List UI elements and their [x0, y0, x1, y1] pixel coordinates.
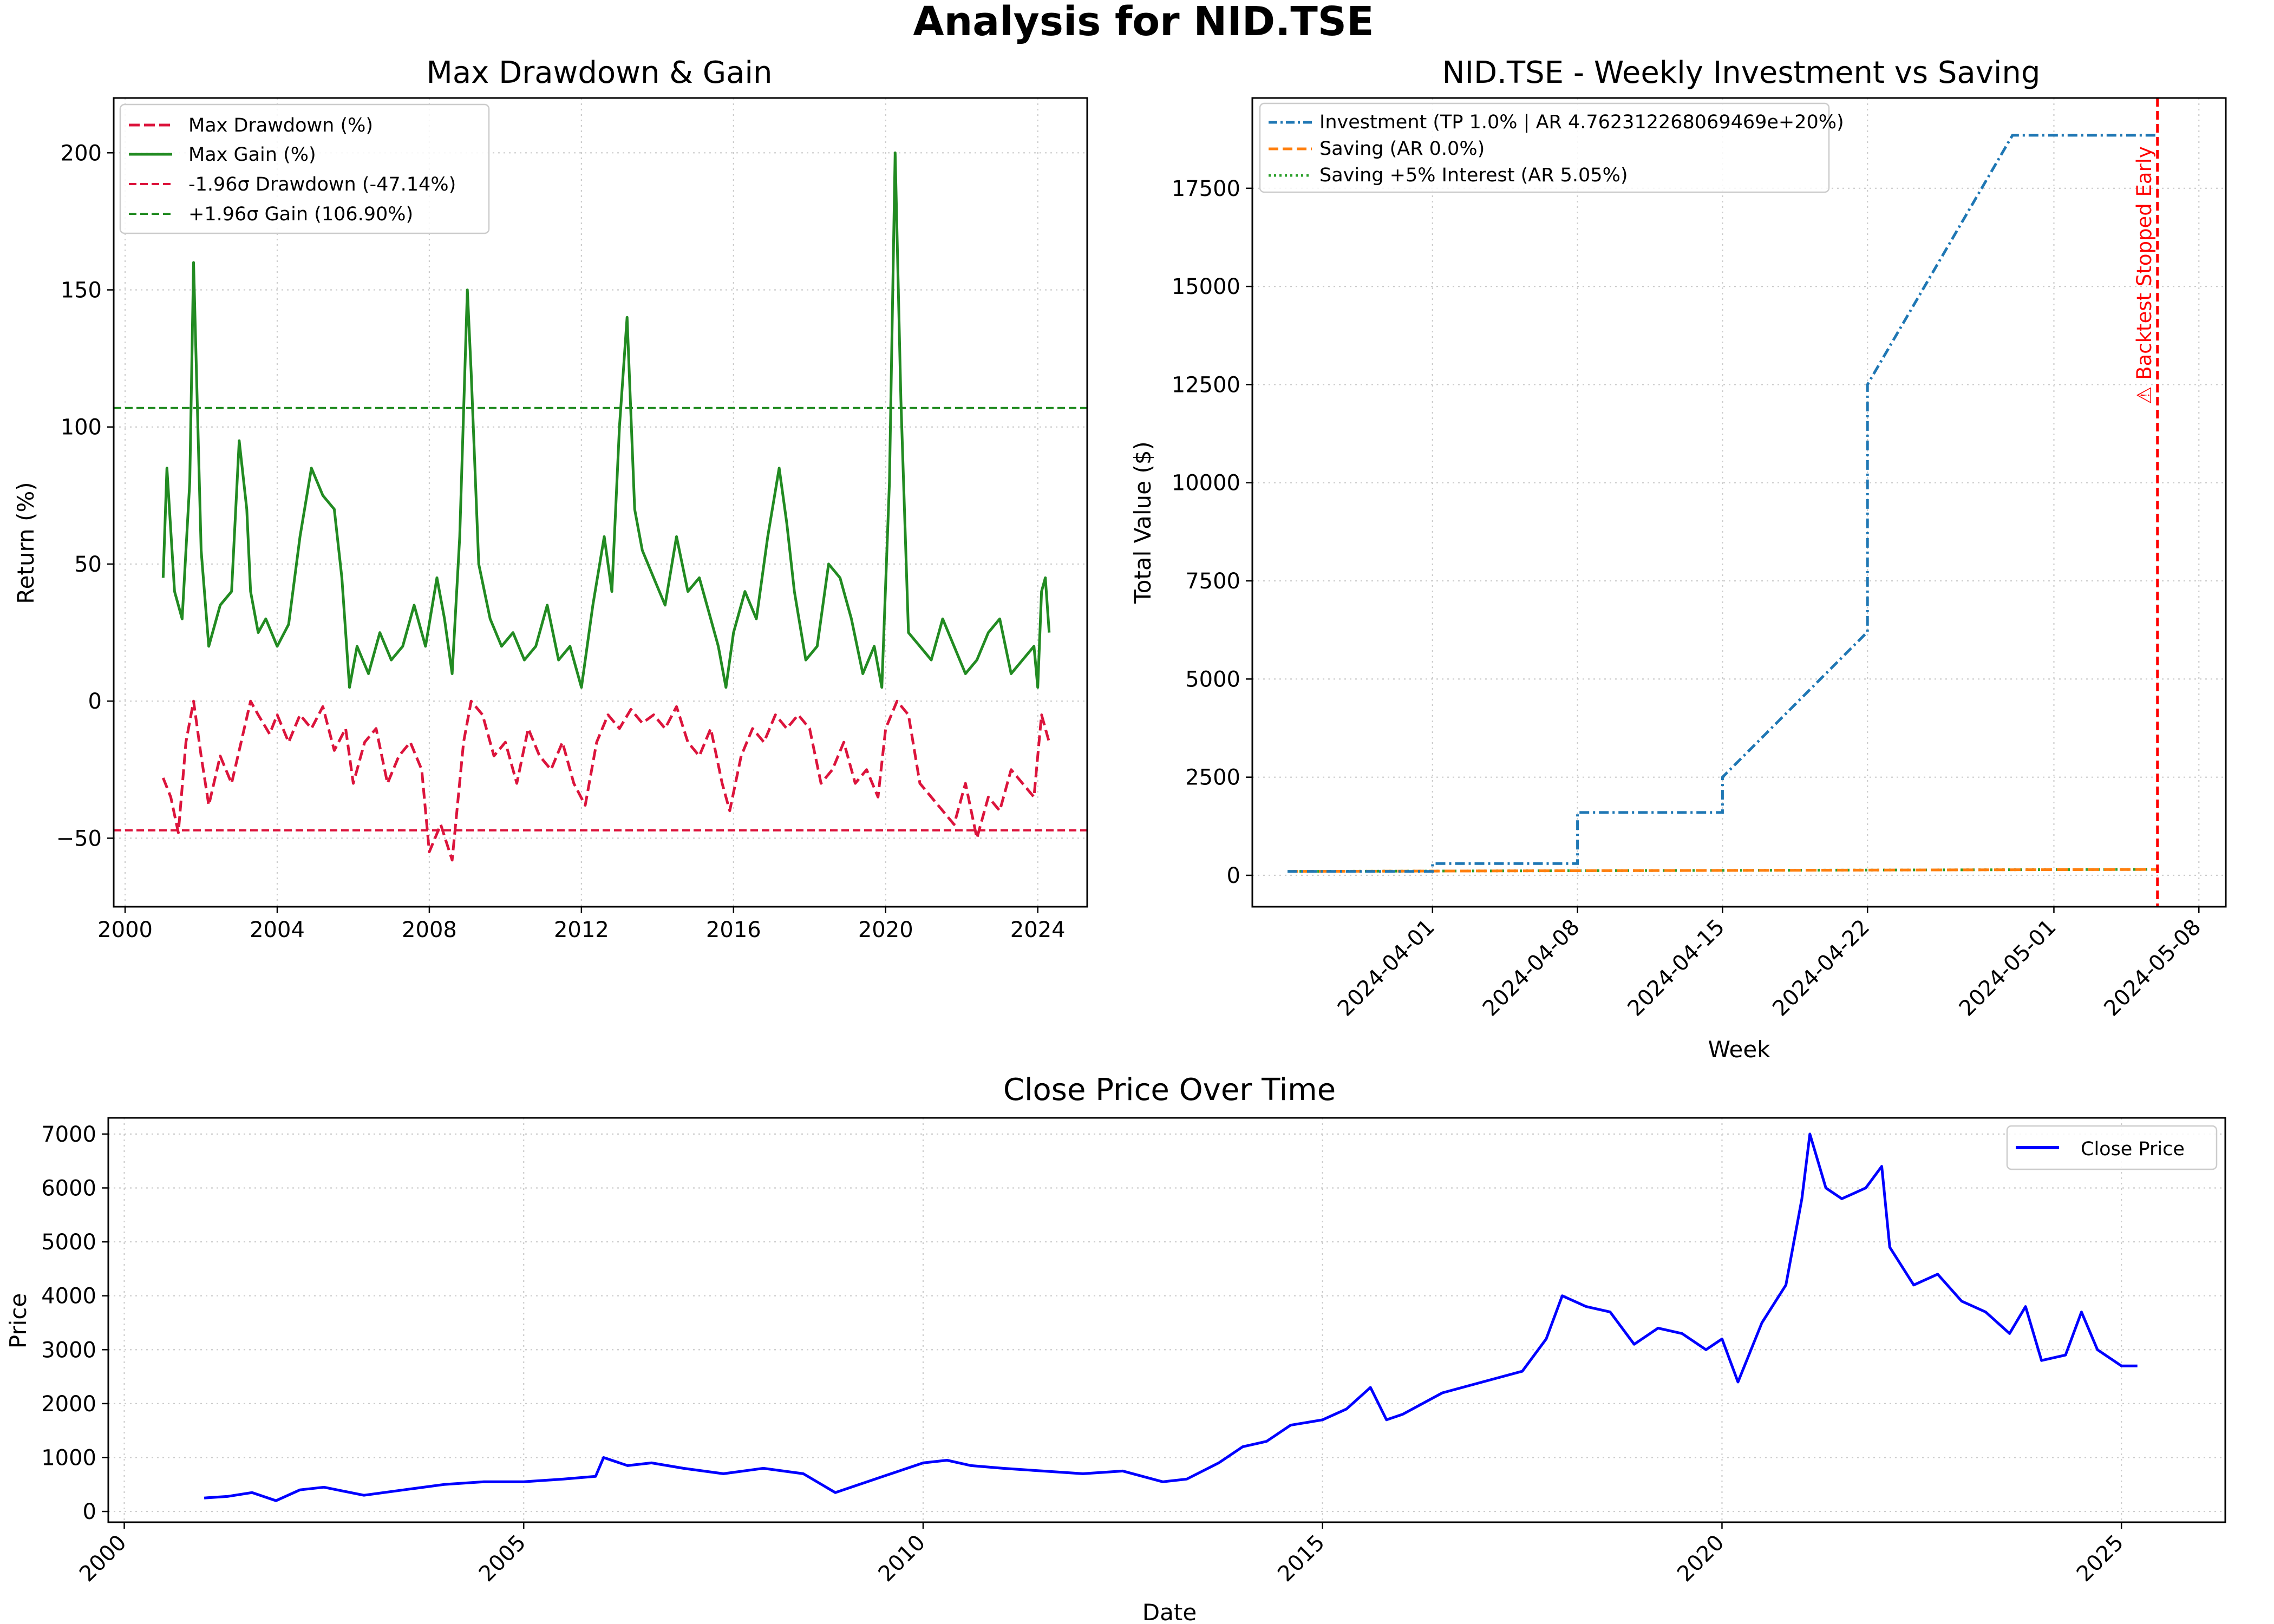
y-tick-label: −50 — [56, 826, 102, 851]
legend-investment: Investment (TP 1.0% | AR 4.7623122680694… — [1319, 112, 1844, 133]
x-tick-label: 2012 — [554, 918, 609, 942]
x-tick-label: 2004 — [250, 918, 305, 942]
weekly-investment-axes — [1251, 97, 2227, 908]
y-tick-label: 17500 — [1172, 176, 1240, 201]
x-tick-label: 2016 — [706, 918, 761, 942]
legend-max-gain: Max Gain (%) — [188, 144, 316, 166]
y-tick-label: 3000 — [41, 1338, 96, 1363]
x-tick-label: 2020 — [1672, 1530, 1729, 1587]
x-tick-label: 2000 — [75, 1530, 132, 1587]
y-tick-label: 200 — [61, 141, 102, 166]
panel-weekly-investment: NID.TSE - Weekly Investment vs Saving To… — [1129, 55, 2227, 1063]
backtest-stop-label: ⚠ Backtest Stopped Early — [2133, 146, 2156, 404]
series-line — [204, 1132, 2138, 1502]
weekly-investment-title: NID.TSE - Weekly Investment vs Saving — [1442, 55, 2041, 90]
y-tick-label: 12500 — [1172, 372, 1240, 397]
close-price-axes — [107, 1117, 2226, 1523]
x-tick-label: 2024-04-01 — [1333, 915, 1440, 1021]
x-tick-label: 2020 — [858, 918, 913, 942]
figure-suptitle: Analysis for NID.TSE — [913, 0, 1374, 45]
legend-saving-interest: Saving +5% Interest (AR 5.05%) — [1319, 165, 1628, 186]
x-tick-label: 2024-04-15 — [1623, 915, 1730, 1021]
y-tick-label: 2000 — [41, 1392, 96, 1417]
legend-drawdown-threshold: -1.96σ Drawdown (-47.14%) — [188, 174, 456, 195]
weekly-investment-legend: Investment (TP 1.0% | AR 4.7623122680694… — [1259, 102, 1844, 193]
y-tick-label: 0 — [83, 1499, 96, 1524]
y-tick-label: 7500 — [1185, 569, 1240, 594]
close-price-title: Close Price Over Time — [1003, 1072, 1336, 1108]
x-tick-label: 2000 — [97, 918, 153, 942]
x-tick-label: 2010 — [874, 1530, 931, 1587]
y-tick-label: 15000 — [1172, 274, 1240, 299]
series-line — [161, 151, 1051, 689]
x-tick-label: 2008 — [402, 918, 457, 942]
close-price-legend: Close Price — [2006, 1125, 2218, 1170]
x-tick-label: 2024-04-22 — [1768, 915, 1874, 1021]
drawdown-gain-ylabel: Return (%) — [12, 482, 39, 604]
y-tick-label: 1000 — [41, 1445, 96, 1470]
series-line — [161, 699, 1051, 862]
x-tick-label: 2024 — [1010, 918, 1066, 942]
y-tick-label: 100 — [61, 415, 102, 440]
y-tick-label: 6000 — [41, 1176, 96, 1201]
weekly-investment-xlabel: Week — [1708, 1036, 1770, 1063]
y-tick-label: 10000 — [1172, 471, 1240, 496]
y-tick-label: 2500 — [1185, 765, 1240, 790]
legend-gain-threshold: +1.96σ Gain (106.90%) — [188, 204, 413, 225]
y-tick-label: 7000 — [41, 1122, 96, 1147]
y-tick-label: 4000 — [41, 1284, 96, 1309]
close-price-xlabel: Date — [1142, 1599, 1197, 1624]
y-tick-label: 50 — [74, 552, 102, 577]
y-tick-label: 5000 — [1185, 667, 1240, 692]
y-tick-label: 0 — [88, 689, 102, 714]
legend-max-drawdown: Max Drawdown (%) — [188, 115, 373, 136]
drawdown-gain-axes — [113, 97, 1088, 908]
legend-close-price: Close Price — [2081, 1138, 2185, 1160]
drawdown-gain-legend: Max Drawdown (%) Max Gain (%) -1.96σ Dra… — [119, 103, 490, 234]
y-tick-label: 150 — [61, 278, 102, 303]
legend-saving: Saving (AR 0.0%) — [1319, 138, 1485, 160]
x-tick-label: 2005 — [474, 1530, 531, 1587]
series-line — [1288, 134, 2158, 873]
y-tick-label: 0 — [1227, 863, 1240, 888]
x-tick-label: 2024-05-01 — [1955, 915, 2061, 1021]
drawdown-gain-title: Max Drawdown & Gain — [427, 55, 773, 90]
x-tick-label: 2015 — [1273, 1530, 1330, 1587]
close-price-ylabel: Price — [5, 1293, 31, 1348]
panel-close-price: Close Price Over Time Price Date 2000 200… — [5, 1072, 2226, 1624]
panel-drawdown-gain: Max Drawdown & Gain Return (%) 2000 2004 2… — [12, 55, 1088, 942]
y-tick-label: 5000 — [41, 1230, 96, 1255]
x-tick-label: 2025 — [2072, 1530, 2129, 1587]
x-tick-label: 2024-04-08 — [1478, 915, 1585, 1021]
x-tick-label: 2024-05-08 — [2099, 915, 2206, 1021]
weekly-investment-ylabel: Total Value ($) — [1129, 441, 1156, 604]
